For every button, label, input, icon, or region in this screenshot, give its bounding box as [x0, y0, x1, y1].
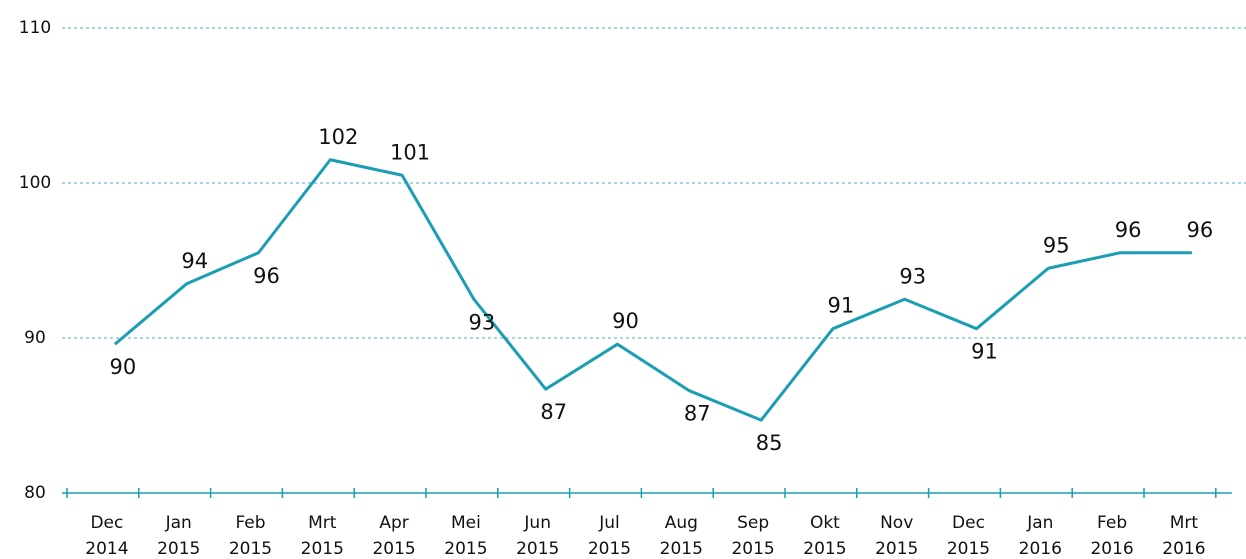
x-tick-label-line: 2016 [1090, 539, 1133, 559]
value-label: 96 [253, 264, 280, 288]
x-tick-label: Feb 2015 [229, 513, 272, 559]
x-tick-label-line: 2015 [157, 539, 200, 559]
x-tick-label-line: Jun [523, 513, 551, 533]
x-tick-label-line: Jan [1026, 513, 1053, 533]
x-tick-label-line: Dec [90, 513, 123, 533]
y-tick-label: 100 [19, 173, 51, 193]
line-series [113, 158, 1192, 422]
x-tick-label-line: 2015 [731, 539, 774, 559]
value-label: 93 [899, 264, 926, 288]
value-label: 94 [181, 249, 208, 273]
value-label: 91 [828, 294, 855, 318]
x-tick-label-line: 2015 [588, 539, 631, 559]
x-tick-label: Jan 2016 [1019, 513, 1062, 559]
x-tick-label: Dec 2014 [85, 513, 128, 559]
x-tick-label-line: 2015 [301, 539, 344, 559]
x-tick-label-line: Jul [598, 513, 620, 533]
value-label: 90 [612, 309, 639, 333]
x-tick-label: Jun 2015 [516, 513, 559, 559]
x-tick-label: Okt 2015 [803, 513, 846, 559]
value-label: 96 [1187, 218, 1214, 242]
x-tick-label-line: 2016 [1162, 539, 1205, 559]
value-label: 85 [756, 431, 783, 455]
value-label: 102 [318, 125, 358, 149]
x-tick-label-line: Jan [165, 513, 192, 533]
value-label: 87 [684, 402, 711, 426]
x-tick-label: Jan 2015 [157, 513, 200, 559]
value-label: 91 [971, 340, 998, 364]
y-tick-label: 90 [24, 328, 46, 348]
x-tick-label: Feb 2016 [1090, 513, 1133, 559]
y-tick-label: 110 [19, 18, 51, 38]
x-tick-label-line: 2015 [803, 539, 846, 559]
x-tick-label: Mrt 2016 [1162, 513, 1205, 559]
x-tick-label: Jul 2015 [588, 513, 631, 559]
x-tick-label: Mei 2015 [444, 513, 487, 559]
x-tick-label-line: 2015 [516, 539, 559, 559]
x-tick-label: Apr 2015 [372, 513, 415, 559]
value-label: 87 [540, 400, 567, 424]
value-label: 101 [390, 140, 430, 164]
x-tick-label-line: Okt [810, 513, 840, 533]
x-tick-label-line: 2015 [372, 539, 415, 559]
x-tick-label-line: 2015 [660, 539, 703, 559]
x-tick-label: Mrt 2015 [301, 513, 344, 559]
x-tick-label: Aug 2015 [660, 513, 703, 559]
x-tick-label-line: Sep [737, 513, 769, 533]
x-tick-label: Dec 2015 [947, 513, 990, 559]
x-tick-label-line: Apr [379, 513, 408, 533]
x-tick-label-line: Feb [1097, 513, 1127, 533]
x-tick-label-line: Mrt [308, 513, 337, 533]
x-tick-label-line: Mrt [1170, 513, 1199, 533]
x-tick-label-line: 2015 [875, 539, 918, 559]
x-tick-label-line: Aug [665, 513, 698, 533]
x-tick-label-line: 2015 [947, 539, 990, 559]
value-label: 95 [1043, 233, 1070, 257]
x-tick-label-line: 2014 [85, 539, 128, 559]
x-tick-label-line: Nov [880, 513, 913, 533]
value-label: 90 [110, 355, 137, 379]
x-tick-label: Nov 2015 [875, 513, 918, 559]
x-tick-label-line: Dec [952, 513, 985, 533]
x-tick-label: Sep 2015 [731, 513, 774, 559]
x-tick-label-line: Feb [235, 513, 265, 533]
y-tick-label: 80 [24, 483, 46, 503]
value-label: 93 [469, 310, 496, 334]
x-tick-label-line: 2015 [444, 539, 487, 559]
value-label: 96 [1115, 218, 1142, 242]
x-tick-label-line: 2015 [229, 539, 272, 559]
x-tick-label-line: Mei [451, 513, 481, 533]
x-tick-label-line: 2016 [1019, 539, 1062, 559]
